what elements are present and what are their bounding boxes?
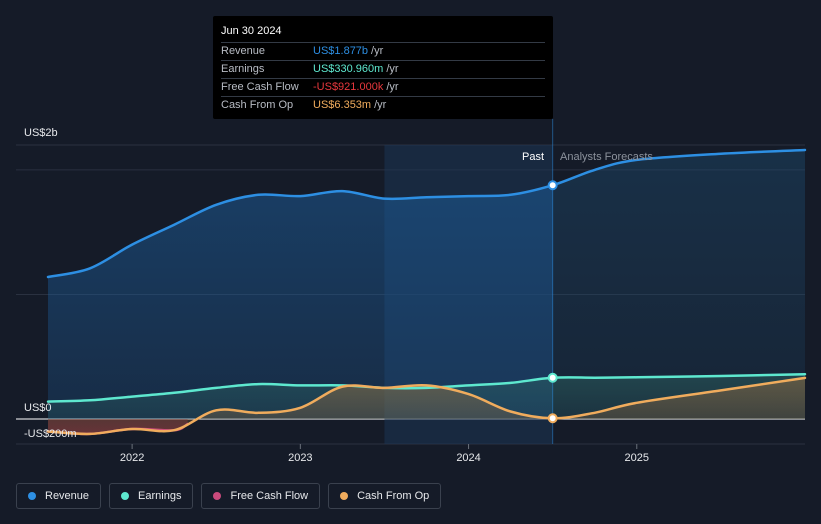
revenue-area-forecast (553, 150, 805, 419)
x-tick-label: 2023 (288, 452, 312, 464)
tooltip-row-cash-from-op: Cash From Op US$6.353m /yr (221, 97, 545, 114)
tooltip-value: US$6.353m (313, 99, 372, 111)
series-markers (547, 180, 558, 424)
x-tick-2025: 2025 (625, 444, 649, 464)
legend-dot-icon (340, 492, 349, 500)
revenue-marker (547, 180, 558, 191)
y-axis-label-top: US$2b (24, 127, 58, 139)
tooltip-label: Revenue (221, 45, 266, 57)
x-tick-label: 2022 (120, 452, 144, 464)
earnings-marker (547, 372, 558, 383)
legend-label: Revenue (45, 490, 90, 502)
tooltip-row-revenue: Revenue US$1.877b /yr (221, 43, 545, 61)
revenue-area-past (48, 185, 553, 419)
legend-label: Cash From Op (357, 490, 430, 502)
revenue-line (46, 148, 807, 279)
tooltip-date: Jun 30 2024 (221, 24, 545, 43)
tooltip-value: US$1.877b (313, 45, 369, 57)
x-tick-2024: 2024 (456, 444, 481, 464)
tooltip-unit: /yr (386, 81, 399, 93)
legend-label: Earnings (138, 490, 182, 502)
tooltip-unit: /yr (386, 63, 399, 75)
legend-dot-icon (121, 492, 130, 500)
tooltip-unit: /yr (374, 99, 387, 111)
legend-dot-icon (213, 492, 222, 500)
legend-item-cash-from-op[interactable]: Cash From Op (328, 483, 442, 509)
data-tooltip: Jun 30 2024 Revenue US$1.877b /yr Earnin… (213, 16, 553, 119)
past-label: Past (522, 151, 544, 163)
series-lines (46, 148, 807, 436)
tooltip-row-earnings: Earnings US$330.960m /yr (221, 61, 545, 79)
legend-label: Free Cash Flow (230, 490, 309, 502)
tooltip-row-free-cash-flow: Free Cash Flow -US$921.000k /yr (221, 79, 545, 97)
legend-item-free-cash-flow[interactable]: Free Cash Flow (201, 483, 321, 509)
legend-item-earnings[interactable]: Earnings (109, 483, 194, 509)
tooltip-value: US$330.960m (313, 63, 384, 75)
x-tick-label: 2025 (625, 452, 649, 464)
x-tick-label: 2024 (456, 452, 480, 464)
legend-dot-icon (28, 492, 36, 500)
y-axis-label-negative: -US$200m (24, 428, 77, 440)
legend-item-revenue[interactable]: Revenue (16, 483, 102, 509)
tooltip-label: Cash From Op (221, 99, 294, 111)
x-tick-2023: 2023 (288, 444, 313, 464)
y-axis-label-zero: US$0 (24, 402, 52, 414)
cash-from-op-marker (547, 413, 558, 424)
x-axis-ticks: 2022 2023 2024 2025 (120, 444, 649, 464)
tooltip-value: -US$921.000k (313, 81, 384, 93)
cash-from-op-line (46, 376, 807, 436)
cash-from-op-area-past (48, 385, 553, 434)
tooltip-label: Earnings (221, 63, 265, 75)
tooltip-unit: /yr (371, 45, 384, 57)
chart-legend: Revenue Earnings Free Cash Flow Cash Fro… (16, 483, 442, 509)
x-tick-2022: 2022 (120, 444, 144, 464)
tooltip-label: Free Cash Flow (221, 81, 299, 93)
analysts-forecasts-label: Analysts Forecasts (560, 151, 653, 163)
